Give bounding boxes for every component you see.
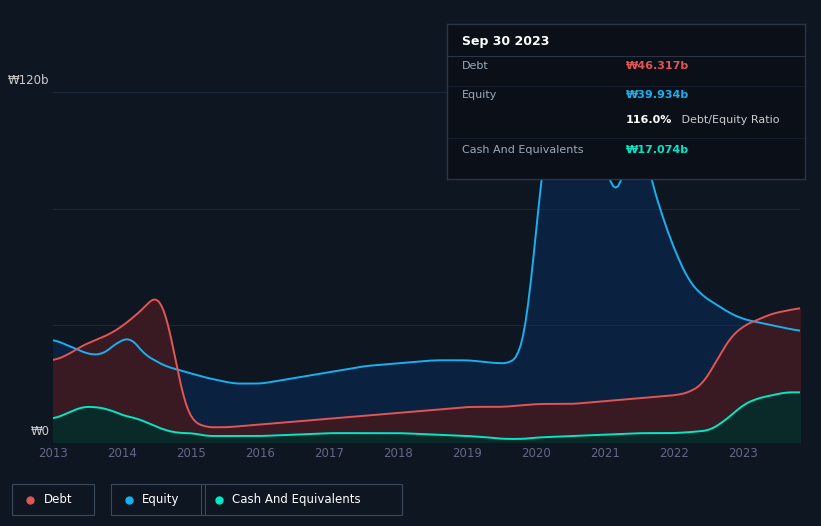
- Text: ₩46.317b: ₩46.317b: [626, 61, 690, 71]
- Bar: [12, 484, 94, 515]
- Text: Debt/Equity Ratio: Debt/Equity Ratio: [678, 115, 779, 125]
- Text: Debt: Debt: [44, 493, 72, 506]
- Bar: [201, 484, 402, 515]
- Text: Cash And Equivalents: Cash And Equivalents: [232, 493, 361, 506]
- Text: Cash And Equivalents: Cash And Equivalents: [461, 145, 583, 155]
- Text: ₩0: ₩0: [30, 425, 49, 438]
- Text: Equity: Equity: [142, 493, 180, 506]
- Text: 116.0%: 116.0%: [626, 115, 672, 125]
- Text: Debt: Debt: [461, 61, 488, 71]
- Text: ₩17.074b: ₩17.074b: [626, 145, 689, 155]
- Bar: [111, 484, 205, 515]
- Text: ₩39.934b: ₩39.934b: [626, 90, 690, 100]
- Text: Sep 30 2023: Sep 30 2023: [461, 35, 549, 47]
- Text: ₩120b: ₩120b: [8, 75, 49, 87]
- Text: Equity: Equity: [461, 90, 497, 100]
